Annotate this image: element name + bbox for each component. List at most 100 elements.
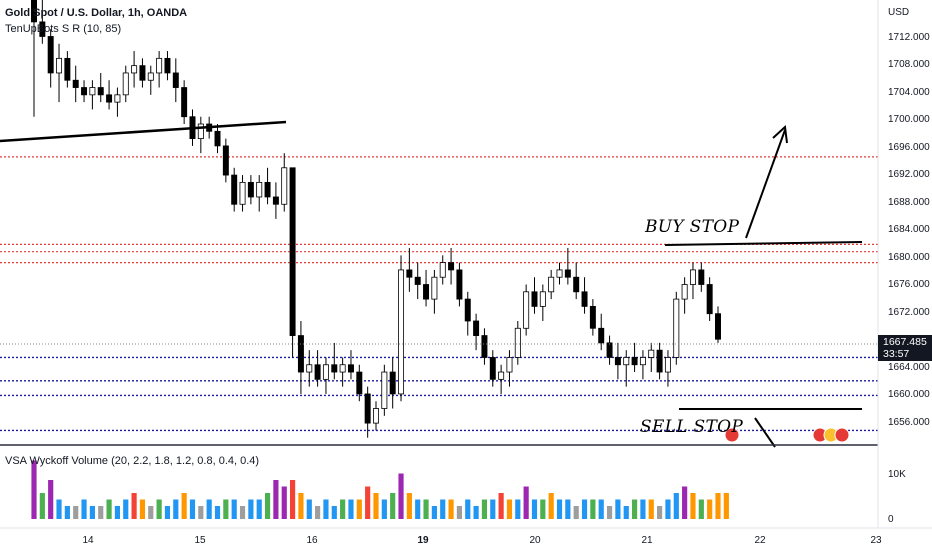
volume-bar — [231, 499, 237, 519]
time-tick: 14 — [82, 535, 94, 546]
candle-body — [656, 349, 663, 373]
candle-body — [414, 276, 421, 285]
trendline-support[interactable] — [0, 120, 287, 143]
candle-body — [56, 57, 63, 74]
candlesticks — [31, 0, 721, 438]
candle-body — [539, 291, 546, 307]
volume-bar — [348, 499, 354, 519]
time-tick: 23 — [870, 535, 882, 546]
buy-arrow-head — [772, 124, 788, 144]
event-flags[interactable] — [724, 427, 850, 443]
candle-body — [606, 342, 613, 358]
volume-bar — [573, 506, 579, 519]
buy-stop-line[interactable] — [664, 241, 863, 246]
candle-body — [164, 57, 171, 74]
candle-body — [464, 298, 471, 322]
volume-bar — [181, 493, 187, 519]
candle-body — [381, 371, 388, 409]
indicator-label[interactable]: TenUpBots S R (10, 85) — [5, 23, 122, 35]
volume-bar — [481, 499, 488, 519]
volume-bar — [640, 499, 646, 519]
volume-bar — [131, 493, 137, 519]
volume-bar — [164, 506, 171, 519]
volume-bar — [631, 499, 638, 519]
candle-body — [456, 269, 463, 300]
volume-bar — [331, 506, 337, 519]
volume-bar — [281, 486, 287, 519]
volume-bar — [206, 499, 212, 519]
volume-bar — [56, 499, 62, 519]
candle-body — [406, 269, 413, 278]
candle-body — [289, 167, 296, 336]
us-flag-icon[interactable] — [724, 427, 740, 443]
candle-body — [347, 364, 354, 373]
time-axis[interactable]: 14 15 16 19 20 21 22 23 — [82, 535, 882, 546]
volume-bar — [565, 499, 571, 519]
volume-bar — [540, 499, 546, 519]
volume-bar — [690, 493, 696, 519]
volume-bar — [623, 506, 629, 519]
volume-bar — [189, 499, 196, 519]
candle-body — [581, 291, 588, 307]
candle-body — [256, 181, 263, 198]
candle-body — [431, 276, 438, 300]
buy-stop-annotation[interactable]: BUY STOP — [645, 217, 740, 237]
candle-body — [564, 269, 571, 278]
time-tick: 21 — [641, 535, 653, 546]
sell-stop-annotation[interactable]: SELL STOP — [640, 417, 744, 437]
volume-bar — [665, 499, 671, 519]
price-tick: 1676.000 — [888, 279, 930, 290]
volume-bar — [548, 493, 554, 519]
volume-bar — [423, 499, 429, 519]
price-tick: 1696.000 — [888, 142, 930, 153]
volume-bar — [398, 473, 404, 519]
price-tick: 1700.000 — [888, 114, 930, 125]
candle-body — [181, 87, 188, 118]
candle-body — [89, 87, 96, 96]
volume-bar — [698, 499, 704, 519]
candle-body — [689, 269, 696, 285]
candle-body — [639, 357, 646, 366]
volume-tick: 10K — [888, 469, 906, 480]
buy-arrow-shaft — [745, 129, 786, 239]
volume-bars — [31, 460, 729, 519]
candle-body — [222, 145, 229, 176]
candle-body — [664, 357, 671, 373]
volume-bar — [323, 499, 329, 519]
volume-bar — [306, 499, 312, 519]
volume-bar — [531, 499, 538, 519]
price-axis[interactable]: USD 1712.000 1708.000 1704.000 1700.000 … — [888, 7, 930, 525]
volume-indicator-label[interactable]: VSA Wyckoff Volume (20, 2.2, 1.8, 1.2, 0… — [5, 455, 260, 467]
volume-bar — [48, 480, 54, 519]
volume-bar — [289, 480, 296, 519]
symbol-title[interactable]: Gold Spot / U.S. Dollar, 1h, OANDA — [5, 7, 188, 19]
candle-body — [339, 364, 346, 373]
us-flag-icon[interactable] — [834, 427, 850, 443]
price-tick: 1656.000 — [888, 417, 930, 428]
candle-body — [631, 357, 638, 366]
candle-body — [64, 57, 71, 81]
volume-bar — [615, 499, 621, 519]
volume-bar — [506, 499, 513, 519]
volume-bar — [490, 499, 496, 519]
volume-bar — [598, 499, 604, 519]
candle-body — [356, 371, 363, 395]
candle-body — [548, 276, 555, 293]
candle-body — [573, 276, 580, 293]
candle-body — [514, 327, 521, 358]
candle-body — [498, 371, 505, 380]
volume-bar — [139, 499, 146, 519]
volume-bar — [156, 499, 162, 519]
volume-bar — [273, 480, 279, 519]
volume-bar — [648, 499, 654, 519]
candle-body — [39, 21, 46, 37]
volume-bar — [239, 506, 246, 519]
candle-body — [473, 320, 480, 336]
volume-bar — [515, 499, 521, 519]
candle-body — [439, 262, 446, 278]
volume-tick: 0 — [888, 514, 894, 525]
candle-body — [556, 269, 563, 278]
candle-body — [598, 327, 605, 344]
volume-bar — [73, 506, 79, 519]
